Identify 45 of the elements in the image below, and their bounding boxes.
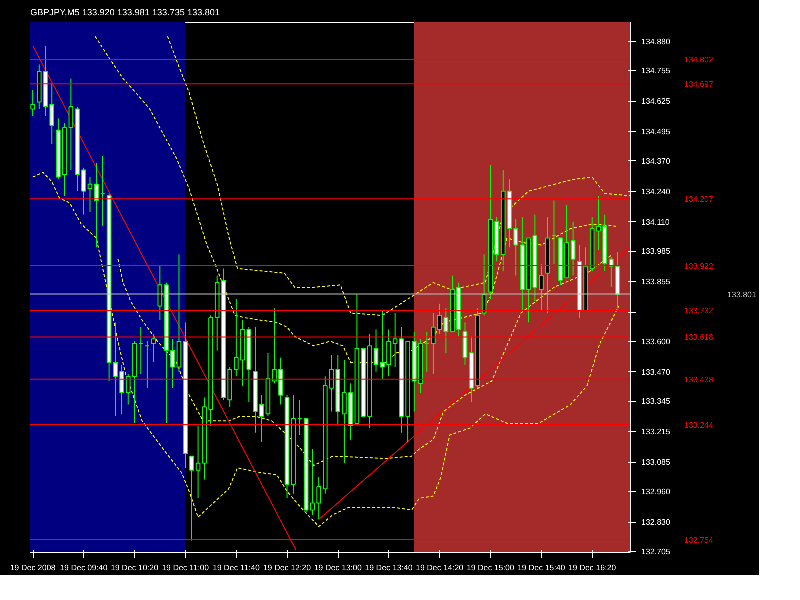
line-series [118,254,614,466]
y-tick-label: 134.880 [642,37,671,46]
x-tick-label: 19 Dec 15:00 [466,564,516,572]
x-tick-label: 19 Dec 15:40 [518,564,566,572]
x-tick-label: 19 Dec 11:00 [162,564,210,572]
x-tick-label: 19 Dec 11:40 [212,564,260,572]
y-tick-label: 134.110 [642,218,670,227]
ref-line-label: 132.754 [684,536,714,545]
y-tick-label: 132.705 [642,547,671,556]
y-tick-label: 132.960 [642,488,671,497]
y-tick-label: 134.755 [642,66,671,76]
ref-line-label: 133.922 [684,262,714,271]
x-tick-label: 19 Dec 09:40 [60,564,108,572]
candlestick [30,90,36,117]
y-tick-label: 133.215 [642,428,671,437]
y-tick-label: 133.470 [642,368,671,377]
x-tick-label: 19 Dec 13:00 [314,564,362,572]
ref-line-label: 133.438 [684,375,714,384]
y-tick-label: 133.600 [642,337,671,346]
y-tick-label: 134.625 [642,97,671,106]
ref-line-label: 133.244 [684,420,714,430]
x-tick-label: 19 Dec 12:20 [263,564,312,572]
candlestick [151,334,156,364]
y-tick-label: 134.495 [642,128,671,137]
line-series [167,36,630,316]
ref-line-label: 134.802 [684,56,714,65]
chart-title: GBPJPY,M5 133.920 133.981 133.735 133.801 [30,8,220,18]
y-tick-label: 134.240 [642,187,671,196]
ref-line-label: 133.618 [684,333,714,342]
x-tick-label: 19 Dec 10:20 [110,564,160,572]
x-tick-label: 19 Dec 2008 [10,564,56,572]
ref-line-label: 134.697 [684,80,714,90]
x-tick-label: 19 Dec 13:40 [365,564,414,572]
line-series [32,172,620,528]
ref-line-label: 133.732 [684,306,714,316]
y-tick-label: 132.830 [642,518,671,528]
y-tick-label: 134.370 [642,156,671,166]
y-tick-label: 133.085 [642,458,671,468]
ref-line-label: 134.207 [684,195,714,204]
y-tick-label: 133.345 [642,397,671,406]
x-tick-label: 19 Dec 14:20 [416,564,464,572]
y-tick-label: 133.985 [642,247,671,256]
x-tick-label: 19 Dec 16:20 [568,564,617,572]
y-tick-label: 133.855 [642,278,671,287]
ref-line-label: 133.801 [728,290,757,300]
